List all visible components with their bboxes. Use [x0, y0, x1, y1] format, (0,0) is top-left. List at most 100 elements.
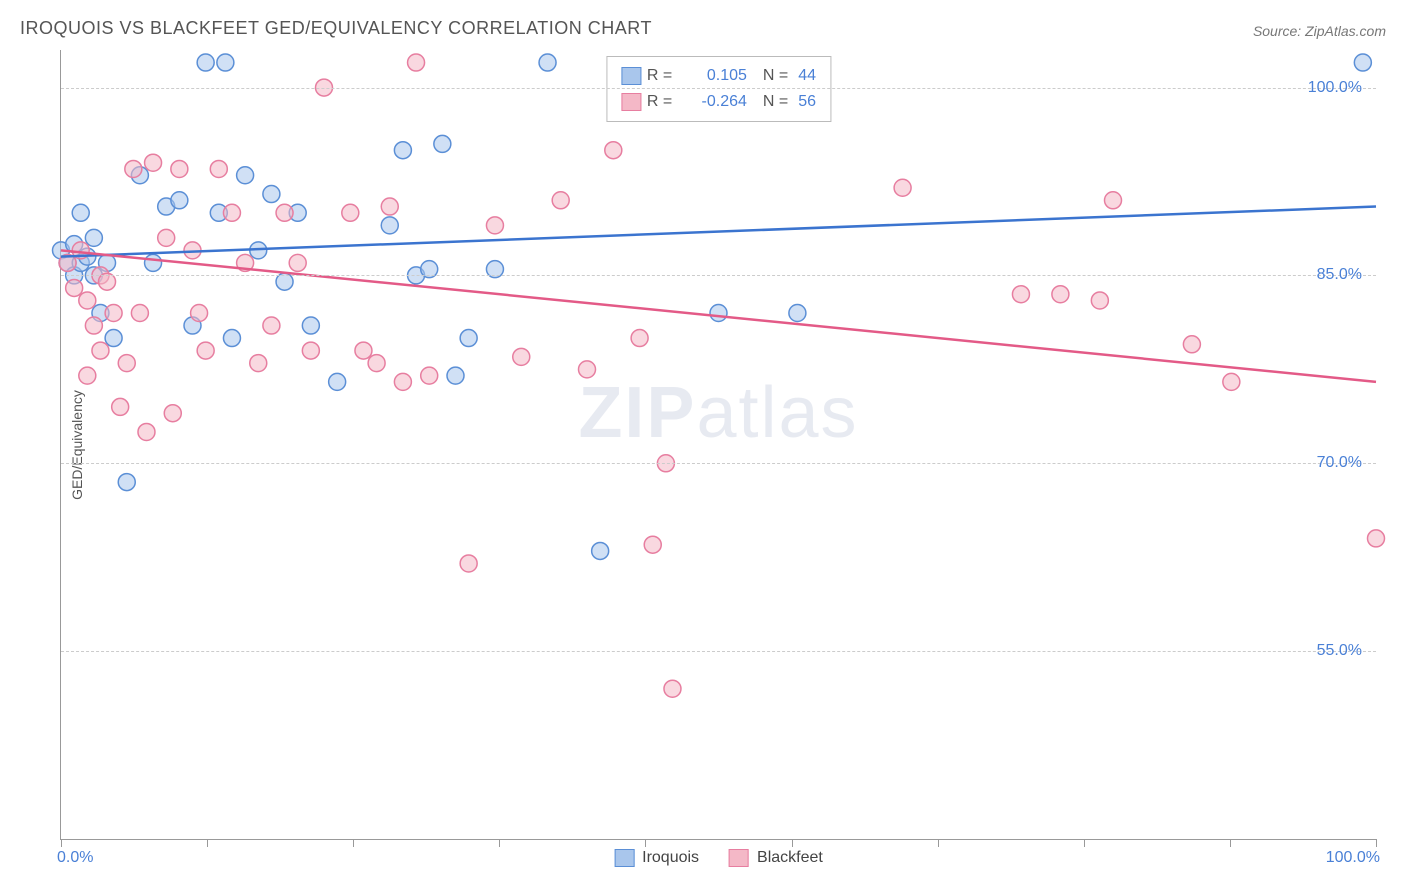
- y-tick-label: 55.0%: [1317, 642, 1362, 660]
- y-tick-label: 85.0%: [1317, 266, 1362, 284]
- stats-row-iroquois: R = 0.105 N = 44: [621, 63, 816, 89]
- data-point: [197, 342, 214, 359]
- data-point: [579, 361, 596, 378]
- data-point: [79, 292, 96, 309]
- data-point: [223, 204, 240, 221]
- r-value-iroquois: 0.105: [687, 63, 747, 89]
- x-min-label: 0.0%: [57, 849, 93, 867]
- data-point: [191, 305, 208, 322]
- data-point: [592, 542, 609, 559]
- data-point: [381, 198, 398, 215]
- swatch-blackfeet: [729, 849, 749, 867]
- swatch-blackfeet: [621, 93, 641, 111]
- data-point: [85, 317, 102, 334]
- data-point: [710, 305, 727, 322]
- data-point: [394, 142, 411, 159]
- data-point: [1091, 292, 1108, 309]
- x-max-label: 100.0%: [1326, 849, 1380, 867]
- data-point: [1105, 192, 1122, 209]
- swatch-iroquois: [614, 849, 634, 867]
- data-point: [486, 217, 503, 234]
- data-point: [368, 355, 385, 372]
- data-point: [664, 680, 681, 697]
- y-tick-label: 70.0%: [1317, 454, 1362, 472]
- data-point: [1368, 530, 1385, 547]
- data-point: [394, 373, 411, 390]
- data-point: [513, 348, 530, 365]
- chart-header: IROQUOIS VS BLACKFEET GED/EQUIVALENCY CO…: [0, 0, 1406, 47]
- legend-label: Blackfeet: [757, 849, 823, 867]
- data-point: [276, 204, 293, 221]
- data-point: [118, 355, 135, 372]
- stats-row-blackfeet: R = -0.264 N = 56: [621, 89, 816, 115]
- trend-line: [61, 207, 1376, 257]
- data-point: [112, 398, 129, 415]
- data-point: [355, 342, 372, 359]
- data-point: [1223, 373, 1240, 390]
- data-point: [171, 192, 188, 209]
- data-point: [164, 405, 181, 422]
- data-point: [145, 254, 162, 271]
- data-point: [263, 317, 280, 334]
- data-point: [263, 186, 280, 203]
- stats-legend: R = 0.105 N = 44 R = -0.264 N = 56: [606, 56, 831, 122]
- data-point: [72, 204, 89, 221]
- data-point: [145, 154, 162, 171]
- data-point: [302, 342, 319, 359]
- data-point: [210, 160, 227, 177]
- data-point: [644, 536, 661, 553]
- data-point: [1012, 286, 1029, 303]
- data-point: [460, 555, 477, 572]
- data-point: [138, 423, 155, 440]
- data-point: [552, 192, 569, 209]
- plot-region: ZIPatlas R = 0.105 N = 44 R = -0.264 N =…: [60, 50, 1376, 840]
- data-point: [342, 204, 359, 221]
- data-point: [92, 342, 109, 359]
- data-point: [197, 54, 214, 71]
- data-point: [329, 373, 346, 390]
- data-point: [125, 160, 142, 177]
- legend-item-blackfeet: Blackfeet: [729, 849, 823, 867]
- data-point: [1052, 286, 1069, 303]
- r-label: R =: [647, 63, 681, 89]
- n-label: N =: [763, 63, 788, 89]
- r-value-blackfeet: -0.264: [687, 89, 747, 115]
- y-tick-label: 100.0%: [1308, 79, 1362, 97]
- data-point: [421, 367, 438, 384]
- data-point: [171, 160, 188, 177]
- data-point: [381, 217, 398, 234]
- data-point: [85, 229, 102, 246]
- data-point: [250, 355, 267, 372]
- chart-title: IROQUOIS VS BLACKFEET GED/EQUIVALENCY CO…: [20, 18, 652, 39]
- data-point: [79, 367, 96, 384]
- chart-area: GED/Equivalency ZIPatlas R = 0.105 N = 4…: [50, 50, 1386, 840]
- data-point: [460, 330, 477, 347]
- data-point: [447, 367, 464, 384]
- legend-label: Iroquois: [642, 849, 699, 867]
- n-value-iroquois: 44: [798, 63, 816, 89]
- n-value-blackfeet: 56: [798, 89, 816, 115]
- plot-svg: [61, 50, 1376, 839]
- data-point: [1183, 336, 1200, 353]
- data-point: [217, 54, 234, 71]
- data-point: [158, 229, 175, 246]
- swatch-iroquois: [621, 67, 641, 85]
- series-legend: Iroquois Blackfeet: [614, 849, 823, 867]
- r-label: R =: [647, 89, 681, 115]
- data-point: [408, 54, 425, 71]
- data-point: [131, 305, 148, 322]
- data-point: [894, 179, 911, 196]
- data-point: [118, 474, 135, 491]
- data-point: [539, 54, 556, 71]
- data-point: [105, 305, 122, 322]
- data-point: [434, 135, 451, 152]
- n-label: N =: [763, 89, 788, 115]
- data-point: [631, 330, 648, 347]
- data-point: [105, 330, 122, 347]
- data-point: [237, 167, 254, 184]
- legend-item-iroquois: Iroquois: [614, 849, 699, 867]
- data-point: [66, 279, 83, 296]
- data-point: [223, 330, 240, 347]
- chart-source: Source: ZipAtlas.com: [1253, 23, 1386, 39]
- data-point: [789, 305, 806, 322]
